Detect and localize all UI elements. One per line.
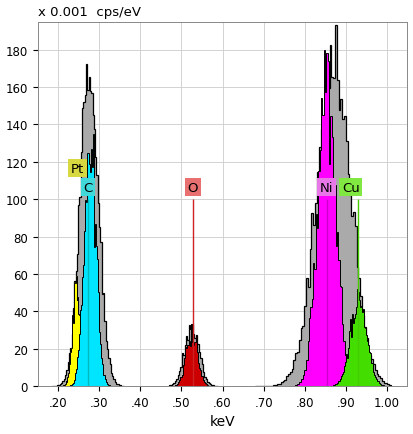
- Text: Ni: Ni: [320, 181, 333, 194]
- Text: O: O: [188, 181, 198, 194]
- Text: Cu: Cu: [342, 181, 360, 194]
- Text: Pt: Pt: [71, 162, 84, 175]
- Text: x 0.001  cps/eV: x 0.001 cps/eV: [38, 6, 141, 19]
- X-axis label: keV: keV: [210, 414, 235, 428]
- Text: C: C: [83, 181, 93, 194]
